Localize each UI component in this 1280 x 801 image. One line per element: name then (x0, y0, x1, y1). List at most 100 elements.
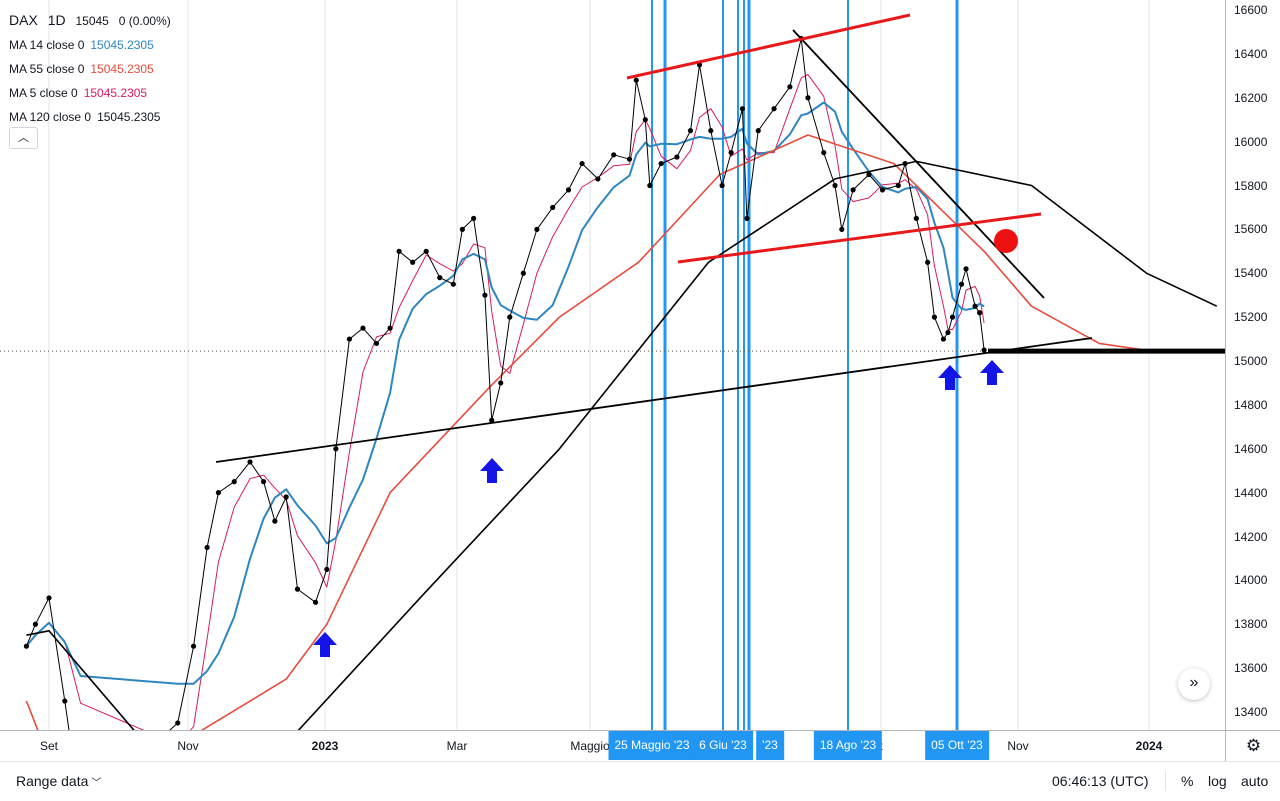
chart-area[interactable]: DAX 1D 15045 0 (0.00%) MA 14 close 0 1504… (0, 0, 1225, 730)
price-axis-label: 15800 (1234, 178, 1268, 193)
price-point (647, 182, 653, 189)
time-axis-label: Set (39, 739, 59, 753)
price-point (839, 226, 845, 232)
legend-ma-row[interactable]: MA 55 close 0 15045.2305 (9, 57, 177, 81)
legend-ma-row[interactable]: MA 120 close 0 15045.2305 (9, 105, 177, 129)
price-axis-label: 13600 (1234, 661, 1268, 676)
price-point (32, 621, 39, 627)
price-point (771, 106, 777, 112)
legend-ma-label: MA 120 close 0 (9, 110, 92, 124)
red-dot-marker (994, 229, 1018, 253)
time-axis-date-marker: 6 Giu '23 (693, 731, 753, 760)
price-point (805, 95, 811, 101)
price-point (949, 314, 956, 320)
price-point (595, 176, 601, 182)
up-arrow-icon (480, 458, 504, 483)
price-chart[interactable] (0, 0, 1225, 730)
price-point (175, 720, 181, 726)
toolbar-divider (1165, 771, 1166, 791)
price-axis[interactable]: 16600 16400 16200 16000 15800 15600 15400 15200… (1225, 0, 1280, 730)
price-axis-label: 13800 (1234, 617, 1268, 632)
legend-change: 0 (0.00%) (118, 14, 171, 28)
chart-settings-button[interactable]: ⚙ (1225, 730, 1280, 761)
price-point (534, 226, 540, 232)
legend-ma-label: MA 5 close 0 (9, 86, 78, 100)
price-point (247, 459, 253, 465)
price-axis-label: 15200 (1234, 310, 1268, 325)
price-axis-label: 14800 (1234, 397, 1268, 412)
up-arrow-icon (980, 360, 1004, 385)
up-arrow-icon (313, 632, 337, 657)
price-point (62, 698, 68, 704)
time-axis-label: Nov (1007, 739, 1029, 753)
price-point (611, 152, 617, 158)
price-point (410, 259, 416, 265)
price-point (658, 160, 664, 167)
price-axis-label: 16400 (1234, 46, 1268, 61)
utc-clock[interactable]: 06:46:13 (UTC) (1052, 773, 1149, 789)
price-axis-label: 14400 (1234, 485, 1268, 500)
price-point (925, 259, 931, 265)
time-axis-date-marker: 05 Ott '23 (925, 731, 989, 760)
legend-symbol-row: DAX 1D 15045 0 (0.00%) (9, 8, 177, 33)
range-data-button[interactable]: Range data ﹀ (16, 773, 101, 789)
price-point (46, 595, 52, 601)
double-chevron-right-icon: » (1189, 674, 1199, 691)
percent-scale-toggle[interactable]: % (1181, 773, 1194, 789)
price-point (626, 156, 633, 162)
price-point (324, 566, 330, 573)
price-point (945, 329, 951, 336)
price-axis-label: 14600 (1234, 441, 1268, 456)
time-axis-label: Nov (177, 739, 199, 753)
price-axis-label: 16000 (1234, 134, 1268, 149)
legend-collapse-button[interactable]: ︿ (9, 127, 38, 149)
time-axis[interactable]: SetNov2023MarMaggiotNov202425 Maggio '23… (0, 730, 1225, 761)
price-point (498, 380, 504, 386)
price-point (958, 281, 965, 287)
legend-ma-row[interactable]: MA 5 close 0 15045.2305 (9, 81, 177, 105)
legend-interval[interactable]: 1D (47, 12, 66, 28)
time-axis-date-marker: 25 Maggio '23 (608, 731, 696, 760)
legend-ma-row[interactable]: MA 14 close 0 15045.2305 (9, 33, 177, 57)
price-axis-label: 14200 (1234, 529, 1268, 544)
legend-ma-value: 15045.2305 (97, 110, 161, 124)
price-point (687, 128, 694, 134)
auto-scale-toggle[interactable]: auto (1241, 773, 1269, 789)
price-point (981, 347, 987, 353)
ma55-line (25, 134, 1145, 730)
price-point (674, 154, 680, 160)
log-scale-toggle[interactable]: log (1208, 773, 1227, 789)
price-point (755, 128, 761, 134)
price-point (895, 182, 901, 189)
chart-legend: DAX 1D 15045 0 (0.00%) MA 14 close 0 1504… (9, 8, 177, 129)
price-axis-label: 15400 (1234, 266, 1268, 281)
legend-ma-list: MA 14 close 0 15045.2305 MA 55 close 0 1504… (9, 33, 177, 129)
price-axis-label: 15600 (1234, 222, 1268, 237)
price-point (333, 446, 339, 452)
price-point (482, 292, 488, 298)
price-point (471, 215, 477, 222)
legend-ma-value: 15045.2305 (90, 62, 154, 76)
up-arrow-icon (938, 365, 962, 390)
price-point (728, 149, 734, 156)
price-point (215, 490, 222, 496)
time-axis-label: 2023 (311, 739, 339, 753)
price-point (972, 303, 978, 309)
ma120-line (26, 160, 1218, 730)
ma5-line (26, 73, 985, 730)
time-axis-label: Mar (446, 739, 468, 753)
time-axis-date-marker: 18 Ago '23 (813, 731, 883, 760)
resistance-trendline (792, 29, 1045, 299)
price-point (294, 586, 301, 592)
price-axis-label: 13400 (1234, 705, 1268, 719)
gear-icon: ⚙ (1245, 736, 1262, 755)
price-axis-label: 15000 (1234, 354, 1268, 368)
price-point (821, 149, 827, 156)
price-axis-label: 16600 (1234, 3, 1268, 17)
price-point (450, 281, 456, 287)
legend-symbol[interactable]: DAX (9, 12, 38, 28)
price-point (963, 266, 969, 272)
price-point (902, 160, 908, 167)
price-point (520, 270, 526, 276)
scroll-to-realtime-button[interactable]: » (1178, 668, 1210, 700)
